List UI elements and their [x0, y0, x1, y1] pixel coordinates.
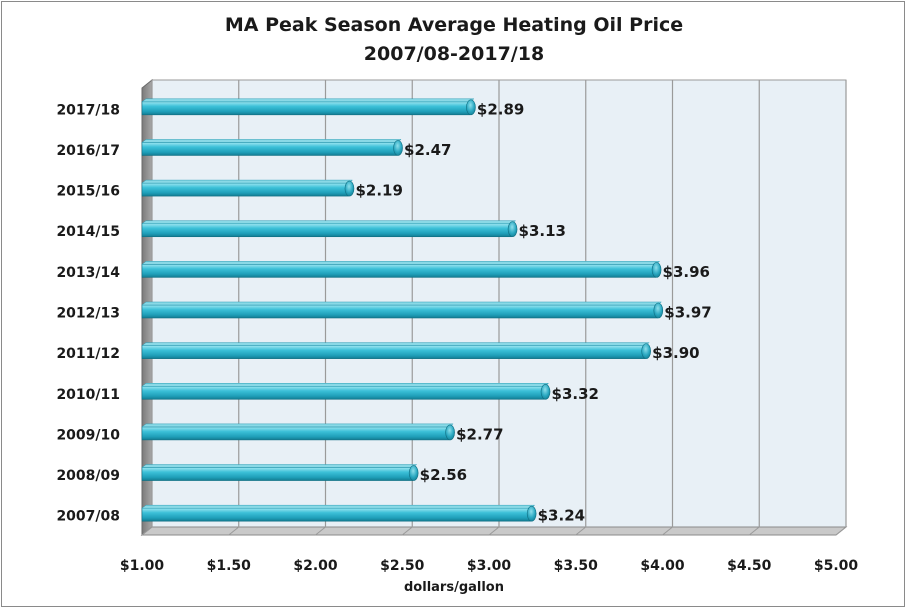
x-tick-label: $2.50	[380, 558, 425, 574]
y-category-label: 2015/16	[56, 184, 120, 200]
y-category-label: 2008/09	[56, 468, 120, 484]
data-label: $2.77	[456, 425, 503, 443]
x-tick-label: $1.50	[207, 558, 252, 574]
bar-cap	[344, 180, 355, 197]
bar	[141, 507, 531, 522]
data-label: $3.24	[538, 507, 585, 525]
x-tick-label: $2.00	[293, 558, 338, 574]
bar	[141, 182, 349, 197]
floor-gridline	[141, 526, 153, 536]
bar-cap	[540, 383, 551, 400]
bar	[141, 304, 658, 319]
bar-top	[141, 464, 418, 468]
y-category-label: 2014/15	[56, 224, 120, 240]
x-tick-label: $5.00	[814, 558, 859, 574]
bar-top	[141, 423, 454, 428]
chart-title: MA Peak Season Average Heating Oil Price	[224, 14, 684, 36]
floor-gridline	[575, 526, 587, 536]
bars	[141, 98, 664, 522]
bar-cap	[651, 262, 662, 278]
x-axis-label: dollars/gallon	[404, 580, 504, 595]
chart-subtitle: 2007/08-2017/18	[363, 43, 545, 65]
data-label: $3.32	[552, 385, 599, 403]
data-label: $3.96	[663, 263, 710, 281]
bar-cap	[466, 99, 476, 116]
bar	[141, 264, 656, 278]
data-labels: $3.24 $2.56 $2.77 $3.32 $3.90 $3.97 $3.96 $3.13…	[355, 100, 711, 524]
bar-top	[141, 342, 650, 346]
y-category-label: 2011/12	[56, 346, 120, 362]
bar-cap	[507, 221, 518, 238]
x-tick-label: $3.00	[467, 558, 512, 574]
bar	[141, 142, 398, 156]
bar	[141, 385, 545, 400]
y-category-label: 2013/14	[56, 265, 120, 281]
y-category-label: 2010/11	[56, 387, 120, 403]
bar-cap	[526, 505, 537, 522]
bar	[141, 345, 646, 359]
floor-gridline	[228, 526, 240, 536]
bar-top	[141, 220, 517, 224]
data-label: $3.90	[652, 344, 699, 362]
x-tick-label: $1.00	[120, 558, 165, 574]
bar-top	[141, 179, 354, 184]
y-category-label: 2017/18	[56, 102, 120, 118]
y-category-label: 2007/08	[56, 509, 120, 525]
bar	[141, 426, 450, 441]
data-label: $2.19	[355, 182, 402, 200]
bar-cap	[408, 465, 419, 481]
floor-gridline	[488, 526, 500, 536]
bar-top	[141, 383, 550, 387]
y-category-label: 2016/17	[56, 143, 120, 159]
bar-top	[141, 139, 402, 143]
floor-gridline	[662, 526, 673, 536]
floor-gridline	[315, 526, 326, 536]
data-label: $2.47	[404, 141, 451, 159]
data-label: $2.56	[420, 466, 467, 484]
bar-top	[141, 504, 536, 509]
data-label: $3.97	[664, 304, 711, 322]
bar-cap	[445, 424, 455, 441]
bar	[141, 101, 471, 116]
bar-top	[141, 261, 661, 265]
bar-top	[141, 301, 663, 306]
bar-cap	[641, 343, 651, 359]
data-label: $2.89	[477, 100, 524, 118]
y-category-label: 2012/13	[56, 306, 120, 322]
x-tick-label: $4.50	[727, 558, 772, 574]
bar-top	[141, 98, 475, 103]
y-category-label: 2009/10	[56, 427, 120, 443]
bar	[141, 467, 413, 481]
floor-gridline	[835, 526, 847, 536]
data-label: $3.13	[519, 222, 566, 240]
y-axis-categories: 2007/08 2008/09 2009/10 2010/11 2011/12 2012/…	[56, 102, 120, 524]
bar-cap	[393, 140, 403, 156]
bar-cap	[653, 302, 664, 319]
floor-gridline	[401, 526, 413, 536]
x-tick-label: $4.00	[640, 558, 685, 574]
bar	[141, 223, 512, 238]
x-tick-label: $3.50	[554, 558, 599, 574]
floor-gridline	[748, 526, 760, 536]
x-axis-ticks: $1.00 $1.50 $2.00 $2.50 $3.00 $3.50 $4.00 $4.50…	[120, 558, 859, 574]
